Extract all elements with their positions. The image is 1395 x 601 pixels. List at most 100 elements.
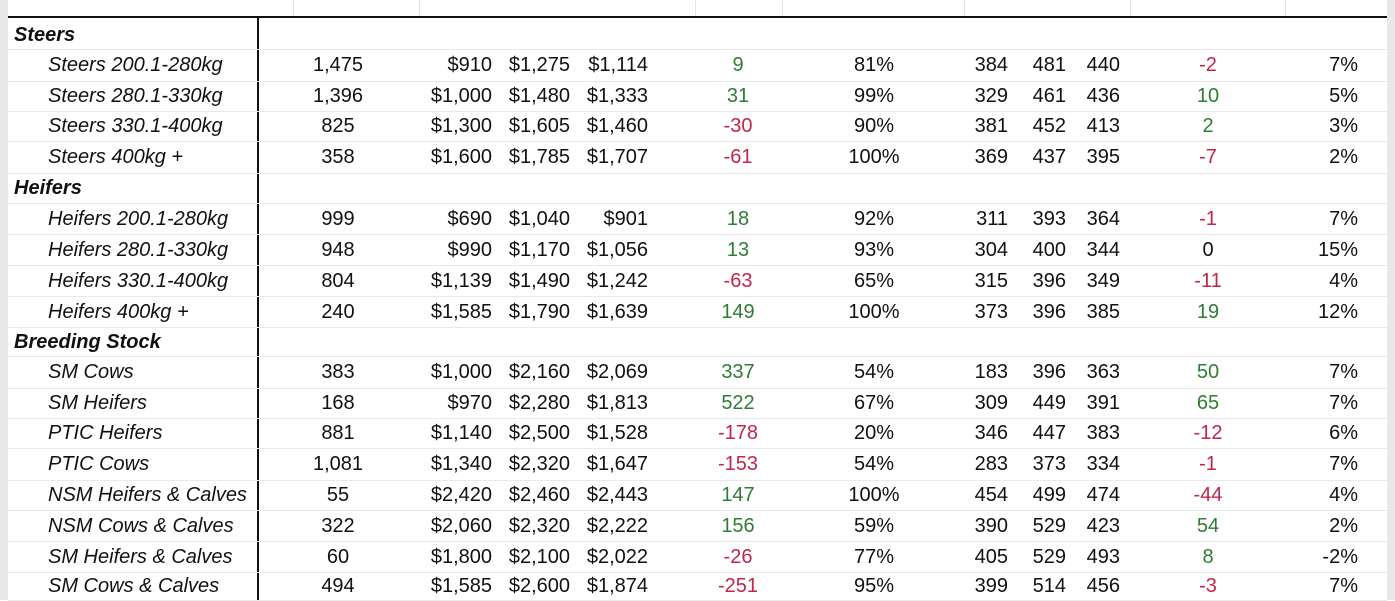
ckg-max-cell: 481 xyxy=(1032,54,1066,76)
pc-cell: 2% xyxy=(1329,514,1358,537)
ckg-change-cell: -12 xyxy=(1193,422,1223,444)
price-avg-cell: $2,069 xyxy=(586,361,648,383)
price-change-cell: -178 xyxy=(717,422,759,444)
table-row: Heifers 400kg + 240 $1,585 $1,790 $1,639 149 1… xyxy=(8,296,1387,328)
price-max-cell: $2,280 xyxy=(508,392,570,414)
percent-cell: 54% xyxy=(853,361,895,383)
pc-cell: 7% xyxy=(1329,392,1358,414)
ckg-max-cell: 396 xyxy=(1032,361,1066,383)
right-margin xyxy=(1387,0,1395,600)
percent-cell: 54% xyxy=(853,453,895,475)
price-min-cell: $1,139 xyxy=(430,269,492,292)
price-max-cell: $1,275 xyxy=(508,54,570,76)
price-change-cell: 18 xyxy=(726,207,750,230)
price-avg-cell: $2,022 xyxy=(586,545,648,568)
table-row: Heifers 330.1-400kg 804 $1,139 $1,490 $1,242… xyxy=(8,265,1387,297)
percent-cell: 90% xyxy=(853,115,895,137)
section-header-row: Heifers xyxy=(8,173,1387,204)
row-label: SM Heifers & Calves xyxy=(48,545,233,568)
price-max-cell: $2,600 xyxy=(508,575,570,597)
ckg-avg-cell: 383 xyxy=(1086,422,1120,444)
ckg-avg-cell: 493 xyxy=(1086,545,1120,568)
head-count-cell: 55 xyxy=(326,484,350,506)
percent-cell: 81% xyxy=(853,54,895,76)
percent-cell: 59% xyxy=(853,514,895,537)
ckg-change-cell: 0 xyxy=(1202,238,1214,261)
table-row: Heifers 280.1-330kg 948 $990 $1,170 $1,056 13… xyxy=(8,234,1387,266)
ckg-min-cell: 346 xyxy=(974,422,1008,444)
row-label: Steers 330.1-400kg xyxy=(48,115,223,137)
ckg-change-cell: -11 xyxy=(1194,269,1222,292)
ckg-avg-cell: 474 xyxy=(1086,484,1120,506)
row-label: PTIC Cows xyxy=(48,453,150,475)
section-header: Steers xyxy=(14,23,76,46)
ckg-avg-cell: 349 xyxy=(1086,269,1120,292)
price-min-cell: $2,420 xyxy=(430,484,492,506)
percent-cell: 95% xyxy=(853,575,895,597)
table-row: NSM Heifers & Calves 55 $2,420 $2,460 $2,443… xyxy=(8,480,1387,511)
ckg-change-cell: 2 xyxy=(1202,115,1214,137)
price-max-cell: $2,160 xyxy=(508,361,570,383)
price-avg-cell: $1,707 xyxy=(586,146,648,168)
pc-cell: 7% xyxy=(1329,54,1358,76)
ckg-change-cell: 54 xyxy=(1196,514,1220,537)
head-count-cell: 383 xyxy=(321,361,355,383)
price-change-cell: -63 xyxy=(723,269,753,292)
percent-cell: 100% xyxy=(848,146,900,168)
price-max-cell: $1,170 xyxy=(508,238,570,261)
row-label: Heifers 200.1-280kg xyxy=(48,207,229,230)
price-min-cell: $1,600 xyxy=(430,146,492,168)
row-label: Steers 400kg + xyxy=(48,146,184,168)
ckg-max-cell: 396 xyxy=(1032,300,1066,323)
price-max-cell: $2,460 xyxy=(508,484,570,506)
table-row: PTIC Heifers 881 $1,140 $2,500 $1,528 -178 20%… xyxy=(8,418,1387,449)
price-change-cell: 31 xyxy=(726,85,750,107)
ckg-min-cell: 315 xyxy=(974,269,1008,292)
head-count-cell: 494 xyxy=(321,575,355,597)
ckg-min-cell: 369 xyxy=(974,146,1008,168)
ckg-min-cell: 405 xyxy=(974,545,1008,568)
section-header-row: Steers xyxy=(8,20,1387,50)
pc-cell: 3% xyxy=(1329,115,1358,137)
ckg-change-cell: -2 xyxy=(1199,54,1217,76)
table-row: Steers 330.1-400kg 825 $1,300 $1,605 $1,460 -… xyxy=(8,111,1387,142)
row-label: SM Heifers xyxy=(48,392,147,414)
ckg-avg-cell: 364 xyxy=(1086,207,1120,230)
price-min-cell: $1,000 xyxy=(430,85,492,107)
pc-cell: 6% xyxy=(1329,422,1358,444)
price-change-cell: 156 xyxy=(721,514,755,537)
pc-cell: 2% xyxy=(1329,146,1358,168)
price-avg-cell: $1,056 xyxy=(586,238,648,261)
section-header: Heifers xyxy=(14,177,82,199)
table-row: SM Heifers & Calves 60 $1,800 $2,100 $2,022 -… xyxy=(8,541,1387,573)
head-count-cell: 948 xyxy=(321,238,355,261)
percent-cell: 67% xyxy=(853,392,895,414)
pc-cell: 4% xyxy=(1329,484,1358,506)
head-count-cell: 999 xyxy=(321,207,355,230)
price-max-cell: $1,490 xyxy=(508,269,570,292)
row-label: PTIC Heifers xyxy=(48,422,163,444)
ckg-avg-cell: 436 xyxy=(1086,85,1120,107)
price-max-cell: $1,605 xyxy=(508,115,570,137)
head-count-cell: 358 xyxy=(321,146,355,168)
ckg-max-cell: 529 xyxy=(1032,545,1066,568)
ckg-min-cell: 304 xyxy=(974,238,1008,261)
pc-cell: 7% xyxy=(1329,575,1358,597)
ckg-avg-cell: 334 xyxy=(1086,453,1120,475)
table-row: Steers 400kg + 358 $1,600 $1,785 $1,707 -61 10… xyxy=(8,141,1387,174)
price-min-cell: $1,000 xyxy=(430,361,492,383)
ckg-change-cell: -44 xyxy=(1193,484,1223,506)
price-avg-cell: $2,443 xyxy=(586,484,648,506)
ckg-avg-cell: 456 xyxy=(1086,575,1120,597)
head-count-cell: 322 xyxy=(321,514,355,537)
price-change-cell: 13 xyxy=(726,238,750,261)
ckg-change-cell: -3 xyxy=(1199,575,1217,597)
price-max-cell: $2,500 xyxy=(508,422,570,444)
price-change-cell: 147 xyxy=(721,484,755,506)
price-min-cell: $970 xyxy=(447,392,493,414)
price-avg-cell: $1,333 xyxy=(586,85,648,107)
table-row: Steers 280.1-330kg 1,396 $1,000 $1,480 $1,33… xyxy=(8,81,1387,112)
ckg-avg-cell: 363 xyxy=(1086,361,1120,383)
price-change-cell: 337 xyxy=(721,361,755,383)
ckg-max-cell: 393 xyxy=(1032,207,1066,230)
